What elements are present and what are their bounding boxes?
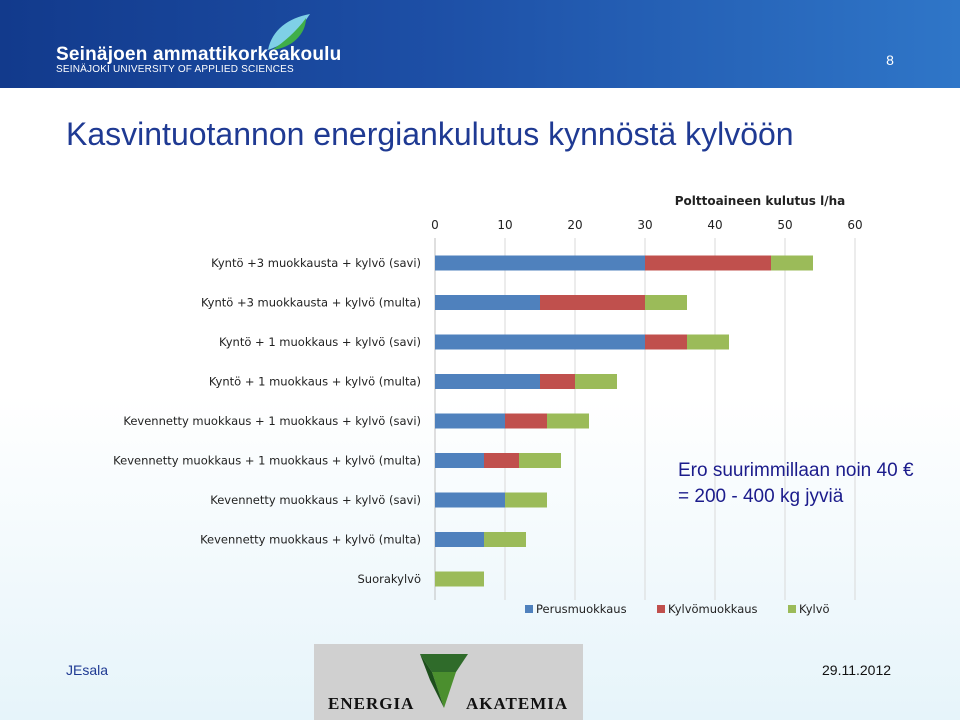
legend-label: Kylvömuokkaus [668, 602, 758, 616]
x-tick-label: 30 [637, 218, 652, 232]
bar-segment [435, 453, 484, 468]
legend-swatch [788, 605, 796, 613]
fuel-consumption-chart: Polttoaineen kulutus l/ha 0 10 20 30 40 50 60 Ky… [113, 194, 862, 616]
annotation-line-2: = 200 - 400 kg jyviä [678, 486, 844, 507]
legend-swatch [657, 605, 665, 613]
bar-segment [771, 255, 813, 271]
bar-segment [505, 492, 547, 508]
bar-segment [484, 532, 526, 547]
bar-segment [645, 334, 687, 350]
legend-label: Perusmuokkaus [536, 602, 627, 616]
bar-segment [575, 374, 617, 389]
category-label: Kevennetty muokkaus + kylvö (savi) [210, 493, 421, 507]
legend-label: Kylvö [799, 602, 830, 616]
category-label: Kyntö + 1 muokkaus + kylvö (savi) [219, 335, 421, 349]
energia-akatemia-logo: ENERGIA AKATEMIA [314, 644, 583, 720]
annotation-line-1: Ero suurimmillaan noin 40 € [678, 460, 914, 481]
bar-segment [687, 334, 729, 350]
bar-segment [435, 295, 540, 310]
x-tick-label: 10 [497, 218, 512, 232]
bar-segment [645, 255, 771, 271]
x-tick-label: 50 [777, 218, 792, 232]
chart-title: Polttoaineen kulutus l/ha [675, 194, 846, 208]
category-label: Kyntö + 1 muokkaus + kylvö (multa) [209, 375, 421, 389]
category-label: Kevennetty muokkaus + 1 muokkaus + kylvö… [123, 414, 421, 428]
footer-author: JEsala [66, 662, 109, 678]
bar-segment [435, 255, 645, 271]
bar-segment [505, 413, 547, 429]
x-tick-label: 20 [567, 218, 582, 232]
category-label: Kyntö +3 muokkausta + kylvö (savi) [211, 256, 421, 270]
x-tick-label: 40 [707, 218, 722, 232]
bar-segment [547, 413, 589, 429]
slide-title: Kasvintuotannon energiankulutus kynnöstä… [66, 116, 794, 152]
logo-word-energia: ENERGIA [328, 694, 415, 713]
category-label: Kyntö +3 muokkausta + kylvö (multa) [201, 296, 421, 310]
footer-date: 29.11.2012 [822, 662, 892, 678]
x-tick-label: 0 [431, 218, 439, 232]
green-arrow-logo-icon [420, 654, 468, 708]
bar-segment [519, 453, 561, 468]
bar-segment [645, 295, 687, 310]
bar-segment [435, 413, 505, 429]
bar-segment [540, 374, 575, 389]
bar-segment [435, 532, 484, 547]
bar-segment [435, 374, 540, 389]
org-name: Seinäjoen ammattikorkeakoulu [56, 44, 342, 65]
category-label: Kevennetty muokkaus + 1 muokkaus + kylvö… [113, 454, 421, 468]
category-label: Suorakylvö [358, 572, 422, 586]
legend-swatch [525, 605, 533, 613]
x-tick-label: 60 [847, 218, 862, 232]
annotation: Ero suurimmillaan noin 40 € = 200 - 400 … [678, 458, 914, 510]
bar-segment [435, 334, 645, 350]
leaf-logo-icon [268, 14, 310, 50]
bar-segment [435, 571, 484, 587]
header-bar: Seinäjoen ammattikorkeakoulu SEINÄJOKI U… [0, 0, 960, 88]
bar-segment [435, 492, 505, 508]
category-label: Kevennetty muokkaus + kylvö (multa) [200, 533, 421, 547]
bar-segment [484, 453, 519, 468]
org-name-en: SEINÄJOKI UNIVERSITY OF APPLIED SCIENCES [56, 64, 294, 75]
page-number: 8 [886, 52, 894, 68]
bar-segment [540, 295, 645, 310]
logo-word-akatemia: AKATEMIA [466, 694, 569, 713]
